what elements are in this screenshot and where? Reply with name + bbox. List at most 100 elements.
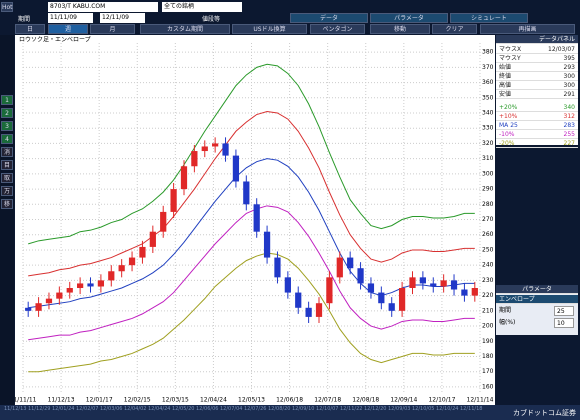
panel-value: 300 <box>563 73 575 80</box>
scroll-date: 12/04/02 <box>124 406 147 412</box>
tool-button[interactable]: ペンタゴン <box>310 24 365 34</box>
candle-body <box>97 280 105 287</box>
footer: 11/12/13 11/12/29 12/01/24 12/02/07 12/03/06… <box>0 405 580 420</box>
tool-button[interactable]: USドル換算 <box>232 24 307 34</box>
x-tick-label: 12/05/13 <box>238 397 265 404</box>
panel-title: パラメータ <box>496 285 578 294</box>
tab[interactable]: シミュレート <box>450 13 528 23</box>
candle-body <box>160 211 167 232</box>
y-tick-label: 220 <box>482 292 494 299</box>
scroll-date: 11/12/13 <box>4 406 27 412</box>
x-tick-label: 12/10/17 <box>428 397 455 404</box>
side-icon[interactable]: 万 <box>1 186 13 196</box>
scroll-date: 12/03/06 <box>100 406 123 412</box>
side-icon[interactable]: 取 <box>1 173 13 183</box>
y-tick-label: 210 <box>482 307 494 314</box>
x-tick-label: 12/11/14 <box>467 397 494 404</box>
side-icon[interactable]: 1 <box>1 95 13 105</box>
from-date[interactable]: 11/11/09 <box>48 13 93 23</box>
y-tick-label: 180 <box>482 353 494 360</box>
panel-label: 始値 <box>496 63 578 72</box>
panel-label: マウスY <box>496 54 578 63</box>
tool-button[interactable]: 月 <box>90 24 135 34</box>
candle-body <box>305 307 312 317</box>
y-tick-label: 340 <box>482 110 494 117</box>
candle-body <box>388 303 395 311</box>
hot[interactable]: Hot <box>1 2 13 12</box>
panel-label: 高値 <box>496 81 578 90</box>
side-icon[interactable]: 消 <box>1 147 13 157</box>
universe[interactable]: 全ての銘柄 <box>162 2 242 12</box>
candle-body <box>201 146 208 152</box>
y-tick-label: 200 <box>482 323 494 330</box>
x-tick-label: 12/06/18 <box>276 397 303 404</box>
period-label: 期間 <box>18 16 31 23</box>
candle-body <box>367 283 375 293</box>
scroll-date: 12/10/07 <box>316 406 339 412</box>
panel-title: データパネル <box>496 35 578 44</box>
envelope-line <box>28 110 475 277</box>
scroll-date: 12/12/20 <box>364 406 387 412</box>
y-tick-label: 160 <box>482 383 494 390</box>
candle-body <box>326 277 333 304</box>
y-tick-label: 170 <box>482 368 494 375</box>
y-tick-label: 280 <box>482 201 494 208</box>
symbol[interactable]: 8703/T KABU.COM <box>48 2 158 12</box>
panel-value: 340 <box>563 104 575 111</box>
tool-button[interactable]: クリア <box>432 24 477 34</box>
candle-body <box>253 204 260 232</box>
candle-body <box>222 143 229 156</box>
scroll-date: 12/09/10 <box>292 406 315 412</box>
candle-body <box>149 231 156 247</box>
panel-value: 255 <box>563 131 575 138</box>
scroll-date: 12/06/06 <box>196 406 219 412</box>
panel-value: 395 <box>563 55 575 62</box>
param-value[interactable]: 25 <box>554 306 574 316</box>
to-date[interactable]: 12/11/09 <box>100 13 145 23</box>
x-tick-label: 12/09/14 <box>390 397 417 404</box>
x-tick-label: 12/03/15 <box>162 397 189 404</box>
param-value[interactable]: 10 <box>554 318 574 328</box>
x-tick-label: 12/02/15 <box>124 397 151 404</box>
tool-button[interactable]: 移動 <box>370 24 430 34</box>
scroll-date: 12/01/24 <box>52 406 75 412</box>
x-tick-label: 12/07/18 <box>314 397 341 404</box>
chart-title: ロウソク足・エンベロープ <box>19 36 91 44</box>
side-icon[interactable]: 3 <box>1 121 13 131</box>
y-tick-label: 290 <box>482 186 494 193</box>
scroll-date: 12/11/22 <box>340 406 363 412</box>
tab[interactable]: パラメータ <box>370 13 448 23</box>
candle-body <box>347 257 354 269</box>
side-icon[interactable]: 2 <box>1 108 13 118</box>
param-name: エンベロープ <box>496 295 578 304</box>
candle-body <box>461 289 468 296</box>
tab[interactable]: データ <box>290 13 368 23</box>
envelope-line <box>28 63 475 245</box>
panel-label: 終値 <box>496 72 578 81</box>
scroll-date: 12/10/24 <box>436 406 459 412</box>
chart: ロウソク足・エンベロープ 160 170 180 190 200 210 220 230 240… <box>15 35 495 405</box>
tool-button[interactable]: 週 <box>48 24 88 34</box>
side-icon[interactable]: 移 <box>1 199 13 209</box>
side-icon[interactable]: 目 <box>1 160 13 170</box>
tool-button[interactable]: 再描画 <box>480 24 575 34</box>
y-tick-label: 250 <box>482 246 494 253</box>
panel-label: MA 25 <box>496 121 578 130</box>
tool-button[interactable]: 日 <box>15 24 45 34</box>
candle-body <box>450 280 458 290</box>
candle-body <box>419 277 426 284</box>
candle-body <box>128 257 136 266</box>
candle-body <box>66 288 73 293</box>
panel-value: 291 <box>563 91 575 98</box>
candle-body <box>118 265 125 272</box>
y-tick-label: 330 <box>482 125 494 132</box>
candle-body <box>139 246 146 258</box>
side-icon[interactable]: 4 <box>1 134 13 144</box>
candle-body <box>336 257 343 278</box>
y-tick-label: 230 <box>482 277 494 284</box>
scroll-date: 12/07/04 <box>220 406 243 412</box>
scroll-date: 12/08/20 <box>268 406 291 412</box>
tool-button[interactable]: カスタム期間 <box>140 24 230 34</box>
candle-body <box>212 143 219 147</box>
y-tick-label: 270 <box>482 216 494 223</box>
